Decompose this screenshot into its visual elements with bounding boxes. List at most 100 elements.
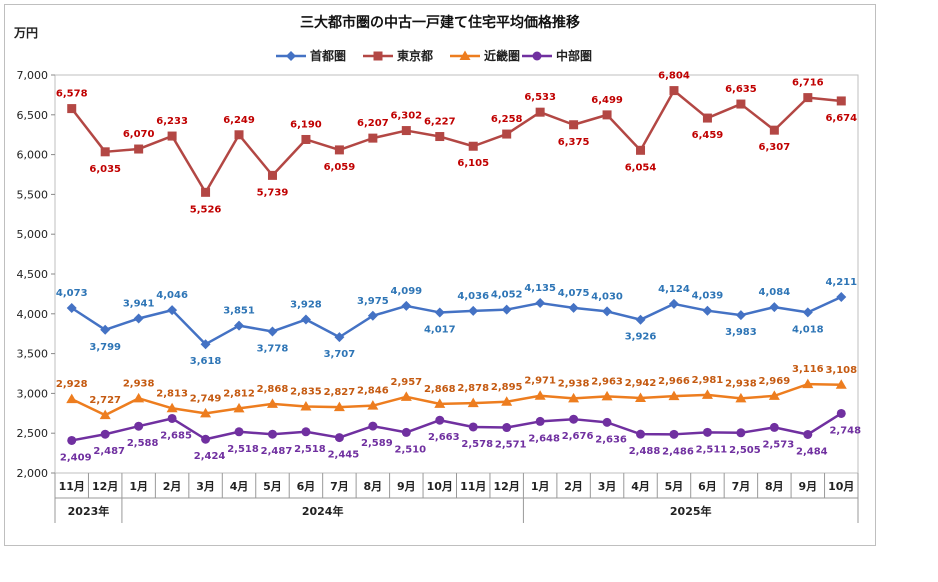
data-label: 2,487 xyxy=(261,446,293,457)
data-point xyxy=(401,427,411,437)
data-point xyxy=(99,409,111,420)
data-label: 2,827 xyxy=(324,387,356,398)
data-point xyxy=(769,422,779,432)
data-point xyxy=(836,96,846,106)
data-label: 4,030 xyxy=(591,291,623,302)
y-tick-label: 6,000 xyxy=(17,149,49,162)
x-tick-label: 1月 xyxy=(129,480,148,493)
data-point xyxy=(736,99,746,109)
data-label: 6,375 xyxy=(558,137,590,148)
data-label: 6,233 xyxy=(156,116,188,127)
series-line xyxy=(71,382,842,417)
data-point xyxy=(200,407,212,418)
data-label: 6,804 xyxy=(658,71,690,82)
x-tick-label: 6月 xyxy=(698,480,717,493)
data-label: 6,054 xyxy=(625,162,657,173)
chart-frame xyxy=(4,4,876,546)
y-tick-label: 5,000 xyxy=(17,228,49,241)
data-point xyxy=(802,307,813,318)
data-point xyxy=(300,314,311,325)
data-label: 2,510 xyxy=(394,444,426,455)
data-label: 6,258 xyxy=(491,114,523,125)
data-label: 4,052 xyxy=(491,290,523,301)
data-point xyxy=(636,429,646,439)
legend-label: 首都圏 xyxy=(310,48,346,63)
data-point xyxy=(468,141,478,151)
data-label: 6,635 xyxy=(725,84,757,95)
legend-label: 東京都 xyxy=(397,48,433,63)
data-label: 2,505 xyxy=(729,445,761,456)
data-point xyxy=(100,324,111,335)
data-label: 2,878 xyxy=(457,383,489,394)
data-label: 2,518 xyxy=(227,444,259,455)
data-label: 2,484 xyxy=(796,446,828,457)
x-tick-label: 3月 xyxy=(598,480,617,493)
data-label: 2,813 xyxy=(156,388,188,399)
data-point xyxy=(502,129,512,139)
data-point xyxy=(100,147,110,157)
y-tick-label: 4,500 xyxy=(17,268,49,281)
data-label: 4,075 xyxy=(558,288,590,299)
legend-marker xyxy=(459,50,471,60)
y-tick-label: 6,500 xyxy=(17,109,49,122)
data-label: 6,070 xyxy=(123,129,155,140)
data-label: 2,868 xyxy=(257,384,289,395)
data-point xyxy=(400,391,412,401)
data-point xyxy=(267,326,278,337)
data-label: 2,486 xyxy=(662,446,694,457)
data-point xyxy=(66,302,77,313)
data-label: 6,190 xyxy=(290,119,322,130)
data-point xyxy=(502,423,512,433)
data-label: 2,636 xyxy=(595,434,627,445)
data-label: 5,739 xyxy=(257,187,289,198)
data-label: 2,573 xyxy=(763,439,795,450)
x-tick-label: 9月 xyxy=(798,480,817,493)
y-axis-unit: 万円 xyxy=(14,26,39,40)
data-point xyxy=(669,429,679,439)
x-tick-label: 12月 xyxy=(494,480,520,493)
x-tick-label: 6月 xyxy=(297,480,316,493)
data-point xyxy=(201,187,211,197)
data-label: 2,868 xyxy=(424,384,456,395)
data-point xyxy=(501,396,513,406)
data-point xyxy=(602,306,613,317)
data-point xyxy=(636,145,646,155)
data-label: 3,851 xyxy=(223,306,255,317)
data-label: 2,676 xyxy=(562,431,594,442)
data-label: 6,578 xyxy=(56,89,88,100)
legend-label: 中部圏 xyxy=(556,48,592,63)
data-point xyxy=(334,433,344,443)
data-label: 3,799 xyxy=(89,342,121,353)
y-tick-label: 2,500 xyxy=(17,427,49,440)
x-tick-label: 5月 xyxy=(263,480,282,493)
legend-marker xyxy=(532,51,542,61)
data-label: 4,124 xyxy=(658,284,690,295)
x-tick-label: 4月 xyxy=(230,480,249,493)
data-point xyxy=(133,313,144,324)
data-label: 6,105 xyxy=(457,158,489,169)
year-label: 2025年 xyxy=(670,504,712,518)
x-tick-label: 8月 xyxy=(765,480,784,493)
data-label: 3,926 xyxy=(625,332,657,343)
data-point xyxy=(367,400,379,410)
data-label: 6,302 xyxy=(390,111,422,122)
data-label: 6,249 xyxy=(223,115,255,126)
data-point xyxy=(234,130,244,140)
data-point xyxy=(467,397,479,408)
data-label: 2,518 xyxy=(294,444,326,455)
year-label: 2023年 xyxy=(68,504,110,518)
x-tick-label: 11月 xyxy=(460,480,486,493)
data-label: 2,571 xyxy=(495,440,527,451)
data-label: 4,099 xyxy=(390,286,422,297)
data-label: 3,975 xyxy=(357,296,389,307)
data-label: 3,778 xyxy=(257,343,289,354)
data-label: 6,459 xyxy=(692,130,724,141)
data-point xyxy=(701,389,713,399)
data-point xyxy=(534,390,546,400)
x-tick-label: 3月 xyxy=(196,480,215,493)
data-point xyxy=(300,401,312,411)
y-tick-label: 3,000 xyxy=(17,387,49,400)
data-point xyxy=(569,120,579,130)
data-point xyxy=(134,421,144,431)
